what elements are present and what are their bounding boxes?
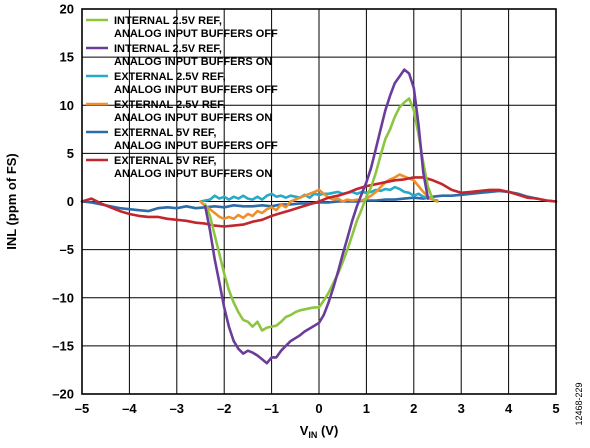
legend-label-line2: ANALOG INPUT BUFFERS ON bbox=[114, 168, 272, 180]
y-tick-label: –5 bbox=[60, 242, 74, 257]
y-tick-label: –10 bbox=[52, 290, 74, 305]
x-tick-label: –2 bbox=[217, 401, 231, 416]
series-line-2 bbox=[203, 68, 430, 365]
y-tick-label: –15 bbox=[52, 338, 74, 353]
figure-id: 12468-229 bbox=[574, 382, 584, 425]
plot-frame bbox=[81, 8, 557, 395]
legend-label-line2: ANALOG INPUT BUFFERS OFF bbox=[114, 84, 278, 96]
data-series bbox=[80, 68, 558, 365]
legend-label-line2: ANALOG INPUT BUFFERS OFF bbox=[114, 28, 278, 40]
legend: INTERNAL 2.5V REF,ANALOG INPUT BUFFERS O… bbox=[86, 15, 278, 180]
x-tick-label: –1 bbox=[264, 401, 278, 416]
legend-label-line1: EXTERNAL 2.5V REF, bbox=[114, 71, 226, 83]
series-line-1 bbox=[203, 97, 435, 332]
legend-label-line2: ANALOG INPUT BUFFERS ON bbox=[114, 56, 272, 68]
legend-label-line1: EXTERNAL 2.5V REF, bbox=[114, 99, 226, 111]
x-tick-label: 2 bbox=[410, 401, 417, 416]
x-tick-label: 1 bbox=[363, 401, 370, 416]
x-tick-label: 3 bbox=[458, 401, 465, 416]
y-tick-label: –20 bbox=[52, 387, 74, 402]
legend-label-line2: ANALOG INPUT BUFFERS ON bbox=[114, 112, 272, 124]
y-tick-label: 5 bbox=[67, 146, 74, 161]
x-axis-title: VIN (V) bbox=[300, 423, 339, 440]
x-axis-title-main: V bbox=[300, 423, 309, 438]
legend-label-line2: ANALOG INPUT BUFFERS OFF bbox=[114, 140, 278, 152]
legend-label-line1: EXTERNAL 5V REF, bbox=[114, 155, 217, 167]
y-tick-label: 10 bbox=[60, 98, 74, 113]
x-tick-label: 5 bbox=[552, 401, 559, 416]
x-tick-label: –3 bbox=[170, 401, 184, 416]
series-line-4 bbox=[199, 173, 439, 221]
x-tick-labels: –5 –4 –3 –2 –1 0 1 2 3 4 5 bbox=[75, 401, 560, 416]
y-tick-labels: –20 –15 –10 –5 0 5 10 15 20 bbox=[52, 2, 74, 402]
x-axis-title-sub: IN bbox=[308, 430, 317, 440]
y-tick-label: 20 bbox=[60, 2, 74, 17]
series-line-6 bbox=[80, 176, 558, 228]
legend-label-line1: INTERNAL 2.5V REF, bbox=[114, 15, 222, 27]
y-axis-title: INL (ppm of FS) bbox=[4, 153, 19, 250]
x-tick-label: –4 bbox=[122, 401, 137, 416]
legend-label-line1: EXTERNAL 5V REF, bbox=[114, 127, 217, 139]
series-line-3 bbox=[199, 185, 439, 203]
y-tick-label: 15 bbox=[60, 50, 74, 65]
x-tick-label: –5 bbox=[75, 401, 89, 416]
legend-label-line1: INTERNAL 2.5V REF, bbox=[114, 43, 222, 55]
x-tick-label: 0 bbox=[315, 401, 322, 416]
x-tick-label: 4 bbox=[505, 401, 513, 416]
y-tick-label: 0 bbox=[67, 194, 74, 209]
x-axis-title-suffix: (V) bbox=[317, 423, 338, 438]
